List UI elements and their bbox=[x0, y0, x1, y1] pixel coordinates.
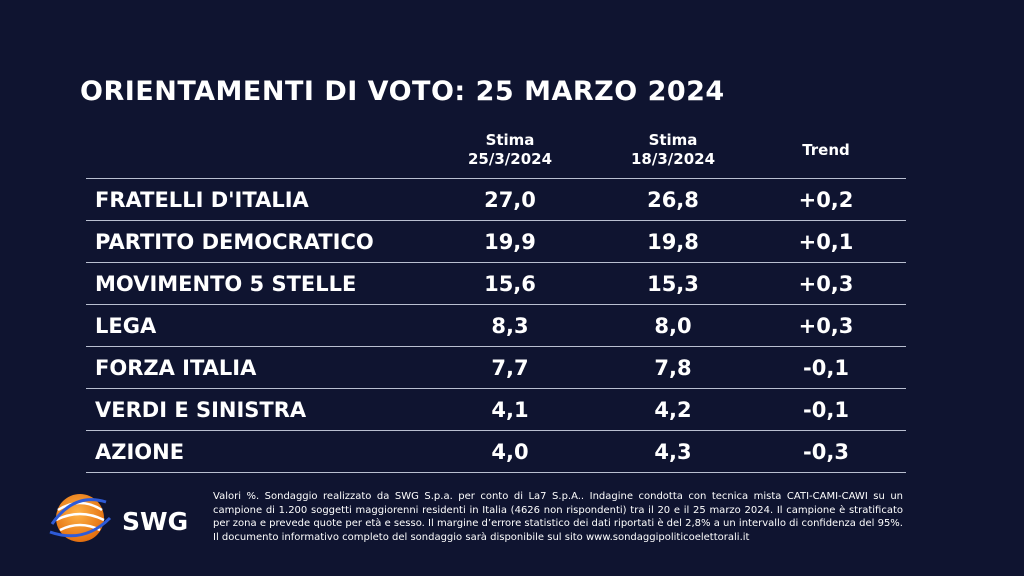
column-header-trend: Trend bbox=[746, 141, 906, 160]
poll-table: FRATELLI D'ITALIA 27,0 26,8 +0,2 PARTITO… bbox=[86, 178, 906, 473]
party-name: FORZA ITALIA bbox=[95, 356, 257, 380]
column-header-line1: Stima bbox=[485, 131, 535, 149]
stima-25-value: 4,0 bbox=[491, 440, 529, 464]
swg-globe-logo-icon bbox=[49, 494, 112, 542]
trend-value: -0,1 bbox=[803, 356, 849, 380]
column-header-stima-25: Stima 25/3/2024 bbox=[430, 131, 590, 169]
table-row: AZIONE 4,0 4,3 -0,3 bbox=[86, 430, 906, 473]
stima-18-value: 7,8 bbox=[654, 356, 692, 380]
party-name: LEGA bbox=[95, 314, 157, 338]
stima-25-value: 8,3 bbox=[491, 314, 529, 338]
table-row: FORZA ITALIA 7,7 7,8 -0,1 bbox=[86, 346, 906, 388]
trend-value: +0,2 bbox=[798, 188, 854, 212]
party-name: FRATELLI D'ITALIA bbox=[95, 188, 309, 212]
column-header-line2: 25/3/2024 bbox=[467, 150, 553, 168]
trend-value: +0,3 bbox=[798, 314, 854, 338]
trend-value: -0,3 bbox=[803, 440, 849, 464]
table-row: FRATELLI D'ITALIA 27,0 26,8 +0,2 bbox=[86, 178, 906, 220]
stima-18-value: 26,8 bbox=[647, 188, 699, 212]
table-row: VERDI E SINISTRA 4,1 4,2 -0,1 bbox=[86, 388, 906, 430]
stima-25-value: 15,6 bbox=[484, 272, 536, 296]
stima-18-value: 15,3 bbox=[647, 272, 699, 296]
column-header-stima-18: Stima 18/3/2024 bbox=[593, 131, 753, 169]
swg-logo-text: SWG bbox=[122, 507, 189, 536]
party-name: MOVIMENTO 5 STELLE bbox=[95, 272, 357, 296]
methodology-note: Valori %. Sondaggio realizzato da SWG S.… bbox=[213, 491, 903, 543]
stima-18-value: 4,2 bbox=[654, 398, 692, 422]
stima-25-value: 19,9 bbox=[484, 230, 536, 254]
party-name: AZIONE bbox=[95, 440, 185, 464]
chart-title: ORIENTAMENTI DI VOTO: 25 MARZO 2024 bbox=[80, 76, 725, 107]
trend-value: +0,3 bbox=[798, 272, 854, 296]
party-name: PARTITO DEMOCRATICO bbox=[95, 230, 374, 254]
trend-value: +0,1 bbox=[798, 230, 854, 254]
table-row: LEGA 8,3 8,0 +0,3 bbox=[86, 304, 906, 346]
stima-25-value: 4,1 bbox=[491, 398, 529, 422]
table-row: PARTITO DEMOCRATICO 19,9 19,8 +0,1 bbox=[86, 220, 906, 262]
column-header-line1: Trend bbox=[802, 141, 850, 159]
stima-25-value: 7,7 bbox=[491, 356, 529, 380]
stima-18-value: 8,0 bbox=[654, 314, 692, 338]
table-row: MOVIMENTO 5 STELLE 15,6 15,3 +0,3 bbox=[86, 262, 906, 304]
stima-25-value: 27,0 bbox=[484, 188, 536, 212]
trend-value: -0,1 bbox=[803, 398, 849, 422]
party-name: VERDI E SINISTRA bbox=[95, 398, 307, 422]
stima-18-value: 19,8 bbox=[647, 230, 699, 254]
column-header-line1: Stima bbox=[648, 131, 698, 149]
stima-18-value: 4,3 bbox=[654, 440, 692, 464]
column-header-line2: 18/3/2024 bbox=[630, 150, 716, 168]
